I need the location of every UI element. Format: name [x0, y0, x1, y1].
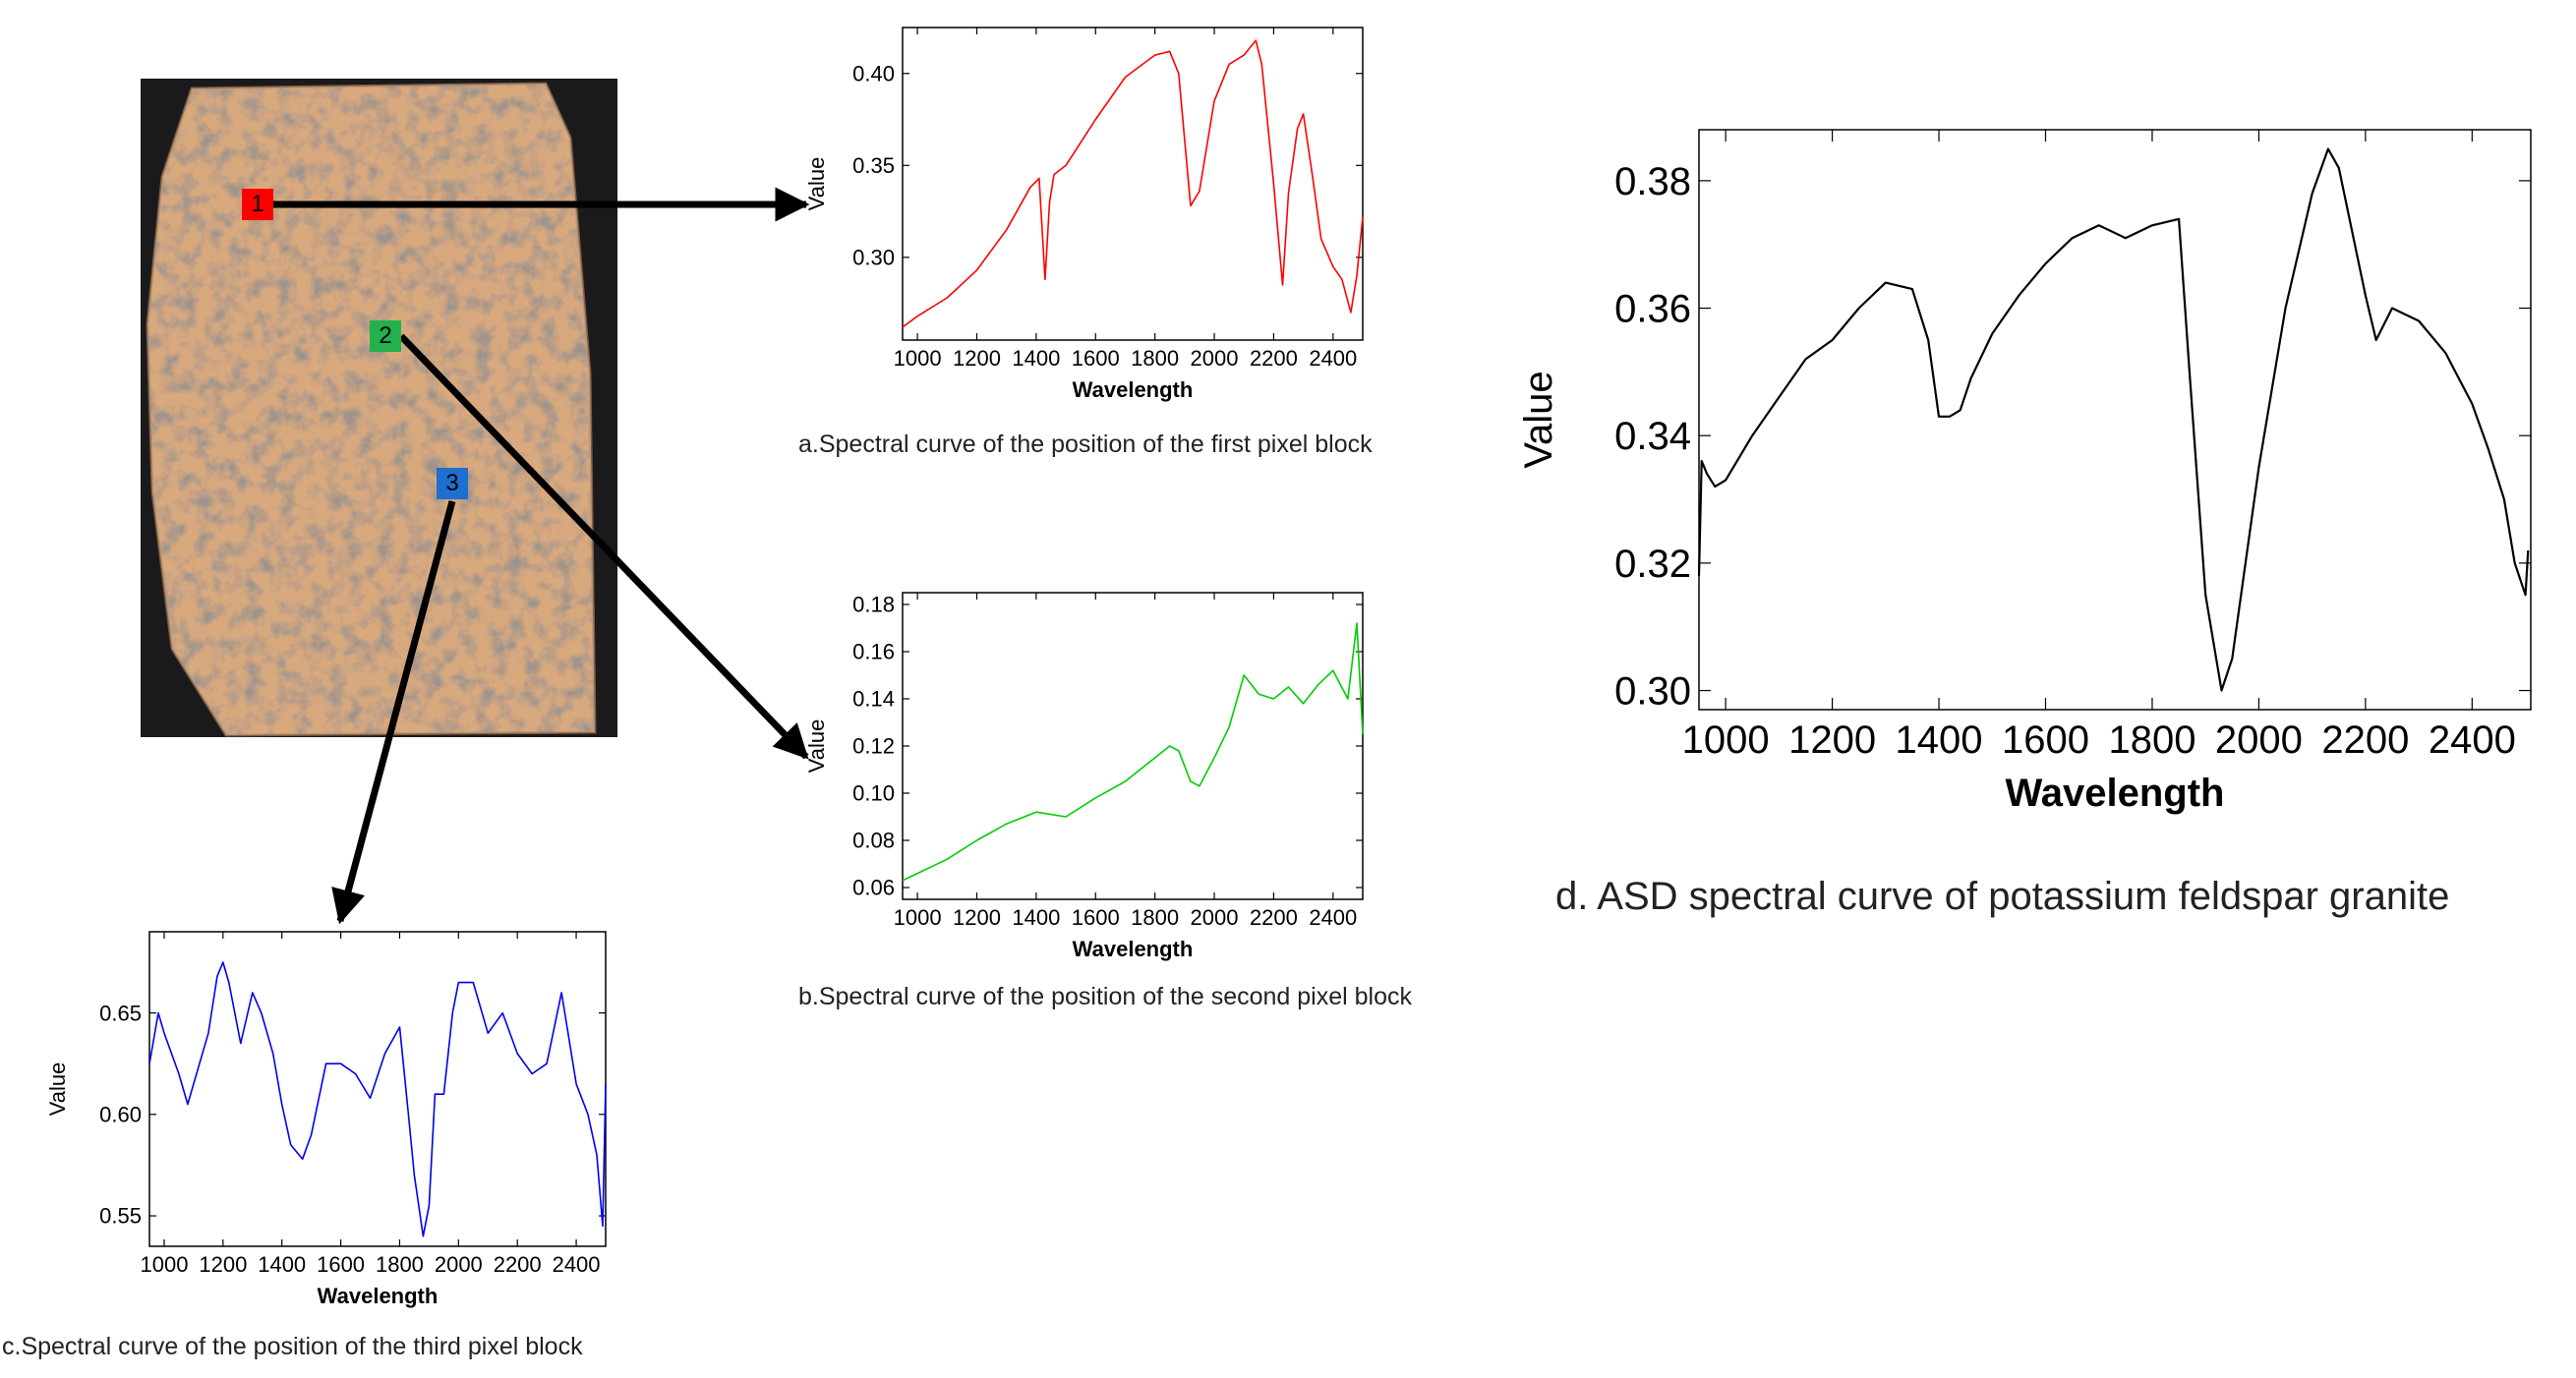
spectral-curve-line: [1697, 147, 2530, 692]
x-tick-label: 1000: [894, 346, 942, 371]
x-tick-label: 1600: [317, 1252, 365, 1277]
y-tick-label: 0.14: [852, 687, 895, 712]
y-tick-label: 0.35: [852, 153, 895, 178]
y-tick-label: 0.16: [852, 640, 895, 664]
y-tick-label: 0.36: [1614, 288, 1691, 331]
caption-a: a.Spectral curve of the position of the …: [798, 431, 1373, 458]
y-tick-label: 0.30: [852, 246, 895, 270]
x-tick-label: 1200: [1788, 718, 1876, 762]
arrow-3-to-chart-c: [331, 500, 456, 925]
x-tick-label: 1000: [1682, 718, 1770, 762]
y-tick-label: 0.06: [852, 876, 895, 900]
x-tick-label: 1600: [2002, 718, 2089, 762]
spectral-curve-line: [148, 961, 607, 1237]
x-tick-label: 1400: [1012, 346, 1060, 371]
x-tick-label: 2200: [1250, 346, 1298, 371]
plot-frame: [1698, 129, 2532, 711]
x-tick-label: 2400: [1309, 346, 1357, 371]
x-tick-label: 2200: [2321, 718, 2409, 762]
x-tick-label: 2400: [1309, 905, 1357, 930]
plot-frame: [902, 592, 1364, 900]
y-axis-label: Value: [804, 719, 829, 774]
x-tick-label: 1600: [1072, 346, 1120, 371]
caption-c: c.Spectral curve of the position of the …: [2, 1333, 583, 1360]
y-tick-label: 0.60: [99, 1103, 142, 1127]
x-tick-label: 2000: [435, 1252, 483, 1277]
pixel-block-marker-1: 1: [242, 189, 273, 220]
y-tick-label: 0.34: [1614, 415, 1691, 458]
plot-frame: [148, 931, 607, 1247]
y-tick-label: 0.30: [1614, 670, 1691, 714]
x-tick-label: 1800: [1131, 346, 1179, 371]
x-tick-label: 2400: [553, 1252, 601, 1277]
y-axis-label: Value: [1517, 371, 1560, 468]
x-tick-label: 2200: [1250, 905, 1298, 930]
x-tick-label: 1800: [376, 1252, 424, 1277]
x-tick-label: 1000: [140, 1252, 188, 1277]
x-tick-label: 1400: [1896, 718, 1983, 762]
spectral-curve-line: [902, 39, 1364, 328]
caption-b: b.Spectral curve of the position of the …: [798, 983, 1412, 1010]
chart-a-first-pixel-spectrum: 1000 1200 1400 1600 1800 2000 2200 2400 0.30 0.35…: [804, 27, 1364, 402]
x-tick-label: 2400: [2429, 718, 2516, 762]
y-tick-label: 0.08: [852, 829, 895, 853]
caption-d: d. ASD spectral curve of potassium felds…: [1555, 875, 2450, 918]
arrow-2-to-chart-b: [398, 333, 809, 760]
x-tick-label: 1200: [199, 1252, 247, 1277]
y-tick-label: 0.10: [852, 781, 895, 806]
pixel-block-marker-2: 2: [370, 320, 401, 352]
x-tick-label: 2000: [2215, 718, 2303, 762]
x-tick-label: 2200: [494, 1252, 542, 1277]
x-tick-label: 1000: [894, 905, 942, 930]
y-tick-label: 0.12: [852, 734, 895, 759]
x-tick-label: 2000: [1191, 346, 1239, 371]
y-tick-label: 0.40: [852, 61, 895, 86]
chart-b-second-pixel-spectrum: 1000 1200 1400 1600 1800 2000 2200 2400 0.06 0.08…: [804, 592, 1364, 961]
chart-c-third-pixel-spectrum: 1000 1200 1400 1600 1800 2000 2200 2400 0.55 0.60…: [45, 931, 607, 1308]
y-tick-label: 0.55: [99, 1204, 142, 1229]
x-axis-label: Wavelength: [318, 1284, 439, 1308]
y-tick-label: 0.18: [852, 593, 895, 617]
x-tick-label: 1200: [953, 905, 1001, 930]
chart-d-asd-spectrum: 1000 1200 1400 1600 1800 2000 2200 2400 0.30 0.32…: [1517, 129, 2532, 815]
x-tick-label: 1400: [1012, 905, 1060, 930]
x-tick-label: 2000: [1191, 905, 1239, 930]
plot-frame: [902, 27, 1364, 341]
pixel-block-marker-3: 3: [437, 468, 468, 499]
spectral-curve-line: [902, 622, 1364, 882]
x-tick-label: 1600: [1072, 905, 1120, 930]
x-tick-label: 1800: [1131, 905, 1179, 930]
y-axis-label: Value: [45, 1062, 70, 1117]
y-axis-label: Value: [804, 157, 829, 211]
x-tick-label: 1200: [953, 346, 1001, 371]
y-tick-label: 0.65: [99, 1001, 142, 1025]
x-axis-label: Wavelength: [1073, 937, 1194, 961]
x-axis-label: Wavelength: [1073, 377, 1194, 402]
x-tick-label: 1400: [258, 1252, 306, 1277]
x-tick-label: 1800: [2108, 718, 2195, 762]
x-axis-label: Wavelength: [2006, 772, 2225, 815]
y-tick-label: 0.38: [1614, 160, 1691, 203]
y-tick-label: 0.32: [1614, 543, 1691, 586]
